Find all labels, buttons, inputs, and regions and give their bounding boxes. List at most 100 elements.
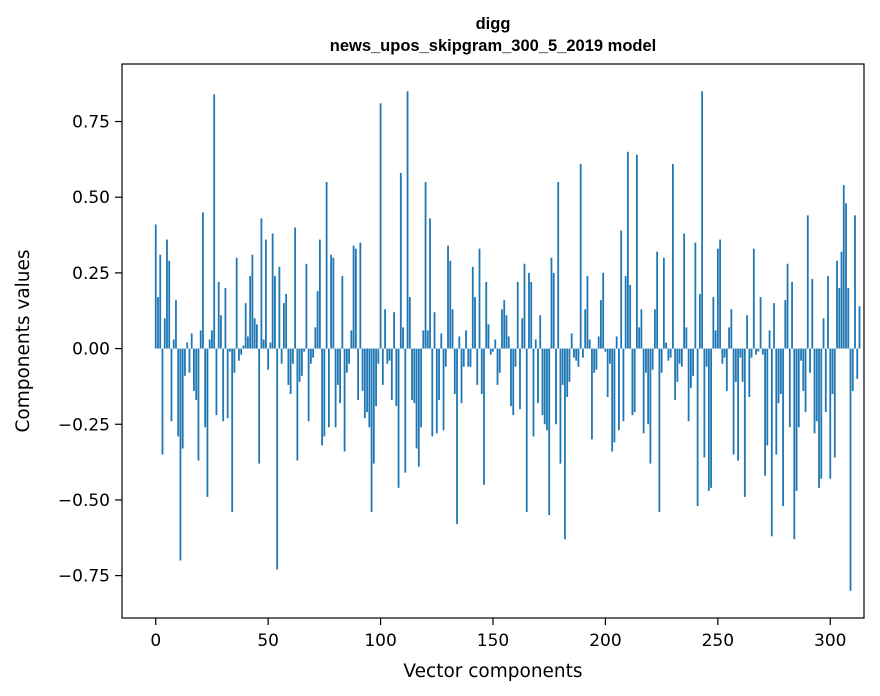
bar-175 <box>548 348 551 516</box>
bar-216 <box>640 309 643 349</box>
bar-199 <box>602 272 605 349</box>
bar-151 <box>494 339 497 349</box>
bar-277 <box>777 348 780 404</box>
bar-33 <box>229 348 231 352</box>
bar-196 <box>595 348 598 370</box>
bar-60 <box>289 348 292 394</box>
bar-81 <box>336 348 339 385</box>
bar-45 <box>256 324 258 349</box>
bar-28 <box>217 281 220 349</box>
bar-259 <box>737 348 739 461</box>
x-tick-label-300: 300 <box>814 631 846 651</box>
bar-240 <box>694 242 697 349</box>
bar-70 <box>312 348 315 358</box>
bar-284 <box>793 348 796 540</box>
y-axis: −0.75 −0.50 −0.25 0.00 0.25 0.50 0.75 <box>58 113 122 587</box>
x-axis-label: Vector components <box>403 661 582 682</box>
bar-236 <box>685 327 688 349</box>
bar-167 <box>530 281 533 349</box>
bar-150 <box>492 348 494 352</box>
bar-204 <box>613 348 616 443</box>
bar-101 <box>381 348 384 385</box>
bar-221 <box>651 348 654 370</box>
bar-205 <box>615 336 618 349</box>
bar-64 <box>298 348 301 382</box>
bar-131 <box>449 260 452 349</box>
chart-title-line2: news_upos_skipgram_300_5_2019 model <box>330 37 657 55</box>
bar-142 <box>474 297 476 349</box>
bar-7 <box>170 348 173 422</box>
bar-66 <box>303 348 306 352</box>
x-axis: 0 50 100 150 200 250 300 <box>150 618 846 651</box>
bar-111 <box>404 348 407 473</box>
bar-72 <box>316 291 319 349</box>
bar-268 <box>757 348 760 352</box>
bar-61 <box>291 348 294 364</box>
bar-83 <box>341 275 344 349</box>
bar-246 <box>707 348 710 491</box>
bar-0 <box>154 224 157 349</box>
bar-226 <box>662 257 665 349</box>
bar-262 <box>743 348 746 497</box>
bar-289 <box>804 348 807 413</box>
bar-229 <box>669 348 672 358</box>
bar-297 <box>822 318 825 349</box>
bar-55 <box>278 266 281 349</box>
bar-227 <box>665 342 668 349</box>
bar-213 <box>633 348 636 413</box>
bar-43 <box>251 254 254 349</box>
bar-135 <box>458 336 461 349</box>
bar-181 <box>561 348 564 385</box>
x-tick-label-250: 250 <box>702 631 734 651</box>
bar-132 <box>451 309 454 349</box>
x-tick-label-150: 150 <box>477 631 509 651</box>
bar-152 <box>496 348 499 385</box>
bar-274 <box>770 348 773 537</box>
bar-117 <box>417 348 420 467</box>
bar-224 <box>658 348 661 513</box>
bar-35 <box>233 348 236 373</box>
bar-5 <box>166 239 168 349</box>
bar-49 <box>265 239 267 349</box>
bar-218 <box>645 348 647 373</box>
bar-22 <box>204 348 207 428</box>
bar-228 <box>667 348 670 361</box>
x-tick-label-200: 200 <box>589 631 621 651</box>
bar-100 <box>379 103 382 349</box>
bar-220 <box>649 348 652 464</box>
bar-160 <box>514 348 517 367</box>
bar-283 <box>791 281 793 349</box>
bar-298 <box>824 348 827 413</box>
bar-306 <box>842 185 845 349</box>
bar-313 <box>858 306 861 349</box>
bar-92 <box>361 348 364 391</box>
bar-93 <box>363 348 366 419</box>
bar-305 <box>840 251 843 349</box>
bar-287 <box>800 348 802 361</box>
bar-279 <box>782 348 784 506</box>
bar-245 <box>705 348 708 367</box>
chart-title-line1: digg <box>476 15 511 33</box>
bar-282 <box>788 348 791 428</box>
bar-25 <box>211 330 213 349</box>
bar-161 <box>516 281 519 349</box>
bar-253 <box>723 348 726 358</box>
bar-214 <box>636 154 638 349</box>
bar-271 <box>764 348 766 476</box>
bar-95 <box>368 348 371 428</box>
bar-63 <box>296 348 299 461</box>
bar-75 <box>323 348 326 437</box>
bar-128 <box>442 348 445 431</box>
bar-97 <box>372 348 375 464</box>
bar-307 <box>845 203 847 349</box>
bar-295 <box>818 348 820 488</box>
bar-188 <box>577 348 580 367</box>
bar-94 <box>366 348 368 413</box>
bar-294 <box>815 348 818 422</box>
bar-251 <box>719 239 721 349</box>
bar-37 <box>238 348 240 361</box>
bar-120 <box>424 182 427 349</box>
bar-134 <box>456 348 458 525</box>
bar-71 <box>314 327 317 349</box>
bar-258 <box>734 348 737 382</box>
